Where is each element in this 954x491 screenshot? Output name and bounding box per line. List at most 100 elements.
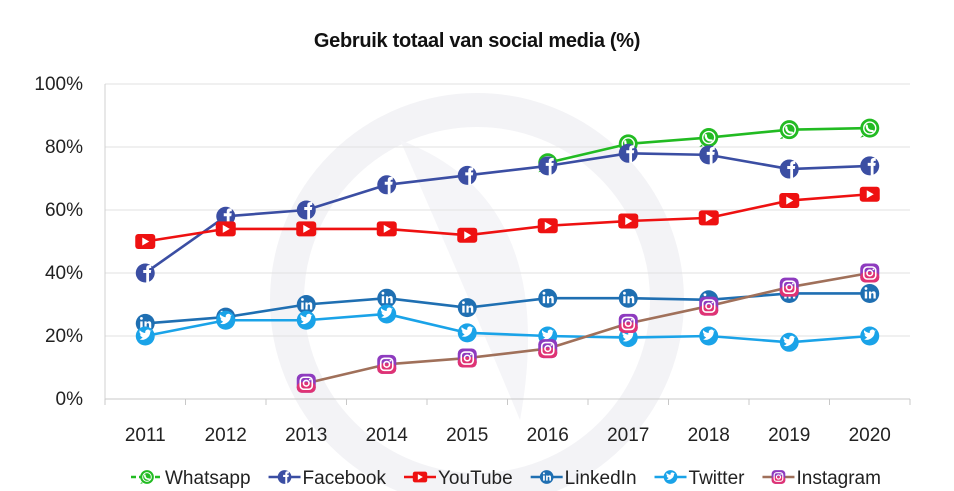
data-point [457, 298, 477, 318]
twitter-icon [860, 326, 880, 346]
data-point [135, 234, 156, 249]
twitter-icon [296, 310, 316, 330]
data-point [860, 118, 880, 138]
axes: 0% 20% 40% 60% 80% 100% 2011 2012 2013 2014 2015 20… [34, 74, 891, 446]
data-point [537, 218, 558, 234]
data-point [699, 326, 719, 346]
data-point [296, 373, 316, 393]
data-point [860, 263, 880, 283]
youtube-icon [215, 221, 236, 237]
facebook-icon [216, 206, 236, 226]
facebook-icon [699, 145, 719, 165]
legend-label: Twitter [689, 468, 746, 489]
data-point [860, 156, 880, 176]
instagram-icon [457, 348, 477, 368]
legend-item-youtube[interactable]: YouTube [404, 468, 513, 489]
facebook-icon [135, 263, 155, 283]
y-tick-label: 0% [56, 389, 84, 410]
twitter-icon [779, 332, 799, 352]
data-point [296, 295, 316, 314]
data-point [779, 193, 800, 209]
data-point [457, 165, 477, 185]
data-point [618, 143, 638, 163]
data-point [860, 326, 880, 346]
legend-item-whatsapp[interactable]: Whatsapp [131, 468, 251, 489]
youtube-icon [618, 213, 639, 229]
data-point [699, 296, 719, 316]
legend-label: Instagram [796, 468, 880, 489]
data-point [135, 263, 155, 283]
series-line [305, 271, 870, 385]
youtube-icon [376, 221, 397, 237]
instagram-icon [618, 313, 638, 333]
legend: Whatsapp Facebook YouTube LinkedIn Twitter In… [131, 468, 881, 489]
data-point [377, 288, 397, 308]
data-point [376, 221, 397, 237]
x-tick-label: 2020 [849, 425, 891, 446]
facebook-icon [457, 165, 477, 185]
data-point [859, 186, 880, 202]
grid [104, 83, 911, 405]
data-point [215, 221, 236, 237]
data-point [457, 227, 478, 243]
twitter-icon [216, 310, 236, 330]
youtube-icon [537, 218, 558, 234]
instagram-icon [860, 263, 880, 283]
x-tick-label: 2013 [285, 425, 327, 446]
series [135, 118, 880, 393]
data-point [618, 213, 639, 229]
data-point [618, 288, 638, 308]
whatsapp-icon [860, 118, 880, 138]
legend-item-linkedin[interactable]: LinkedIn [530, 468, 637, 489]
data-point [538, 339, 558, 359]
linkedin-icon [457, 298, 477, 318]
series-instagram [296, 263, 880, 393]
y-tick-label: 20% [45, 326, 83, 347]
facebook-icon [538, 156, 558, 176]
data-point [377, 304, 397, 324]
x-tick-label: 2019 [768, 425, 810, 446]
data-point [779, 120, 799, 140]
legend-item-twitter[interactable]: Twitter [654, 468, 746, 489]
y-tick-label: 60% [45, 200, 83, 221]
x-tick-label: 2014 [366, 425, 409, 446]
legend-label: Whatsapp [165, 468, 251, 489]
y-tick-label: 80% [45, 137, 83, 158]
twitter-icon [663, 470, 678, 484]
legend-item-facebook[interactable]: Facebook [268, 468, 387, 489]
linkedin-icon [539, 470, 554, 484]
instagram-icon [377, 354, 397, 374]
whatsapp-icon [779, 120, 799, 140]
data-point [296, 200, 316, 220]
data-point [216, 310, 236, 330]
x-tick-label: 2018 [688, 425, 730, 446]
whatsapp-icon [699, 128, 719, 148]
x-tick-label: 2017 [607, 425, 649, 446]
instagram-icon [779, 277, 799, 297]
legend-item-instagram[interactable]: Instagram [762, 468, 881, 489]
series-facebook [135, 143, 880, 283]
series-line [145, 192, 870, 243]
linkedin-icon [860, 283, 880, 303]
twitter-icon [457, 323, 477, 343]
facebook-icon [779, 159, 799, 179]
data-point [135, 326, 155, 346]
y-tick-label: 100% [34, 74, 83, 95]
data-point [538, 156, 558, 176]
twitter-icon [699, 326, 719, 346]
x-tick-label: 2011 [125, 425, 166, 446]
facebook-icon [277, 470, 292, 484]
data-point [377, 354, 397, 374]
youtube-icon [698, 210, 719, 226]
twitter-icon [135, 326, 155, 346]
data-point [538, 288, 558, 308]
twitter-icon [377, 304, 397, 324]
instagram-icon [699, 296, 719, 316]
series-line [144, 152, 870, 275]
data-point [457, 348, 477, 368]
data-point [779, 159, 799, 179]
facebook-icon [296, 200, 316, 220]
data-point [457, 323, 477, 343]
linkedin-icon [618, 288, 638, 308]
